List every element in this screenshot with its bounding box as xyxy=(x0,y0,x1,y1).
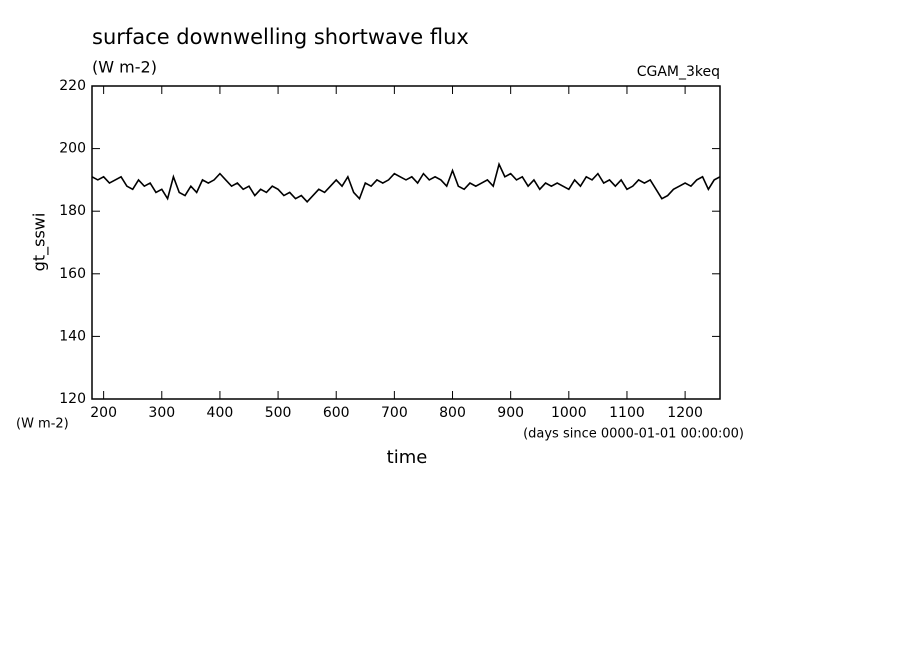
x-tick-label: 500 xyxy=(265,405,292,421)
annotation: CGAM_3keq xyxy=(637,64,720,80)
y-axis-label: gt_sswi xyxy=(30,213,50,272)
x-tick-label: 900 xyxy=(497,405,524,421)
chart-subtitle: (W m-2) xyxy=(92,58,157,77)
data-line xyxy=(91,161,721,203)
x-tick-label: 300 xyxy=(148,405,175,421)
y-tick-label: 220 xyxy=(59,78,86,94)
x-tick-label: 700 xyxy=(381,405,408,421)
y-tick-label: 180 xyxy=(59,203,86,219)
y-tick-label: 140 xyxy=(59,328,86,344)
y-tick-label: 160 xyxy=(59,266,86,282)
x-tick-label: 800 xyxy=(439,405,466,421)
x-axis-label: time xyxy=(387,447,428,468)
y-tick-label: 200 xyxy=(59,141,86,157)
plot-frame xyxy=(91,85,721,400)
y-axis-units: (W m-2) xyxy=(16,417,69,432)
x-tick-label: 1200 xyxy=(667,405,703,421)
x-axis-units: (days since 0000-01-01 00:00:00) xyxy=(523,427,744,442)
chart-title: surface downwelling shortwave flux xyxy=(92,25,469,49)
y-tick-label: 120 xyxy=(59,391,86,407)
x-tick-label: 600 xyxy=(323,405,350,421)
x-tick-label: 1000 xyxy=(551,405,587,421)
x-tick-label: 400 xyxy=(207,405,234,421)
x-tick-label: 200 xyxy=(90,405,117,421)
x-tick-label: 1100 xyxy=(609,405,645,421)
